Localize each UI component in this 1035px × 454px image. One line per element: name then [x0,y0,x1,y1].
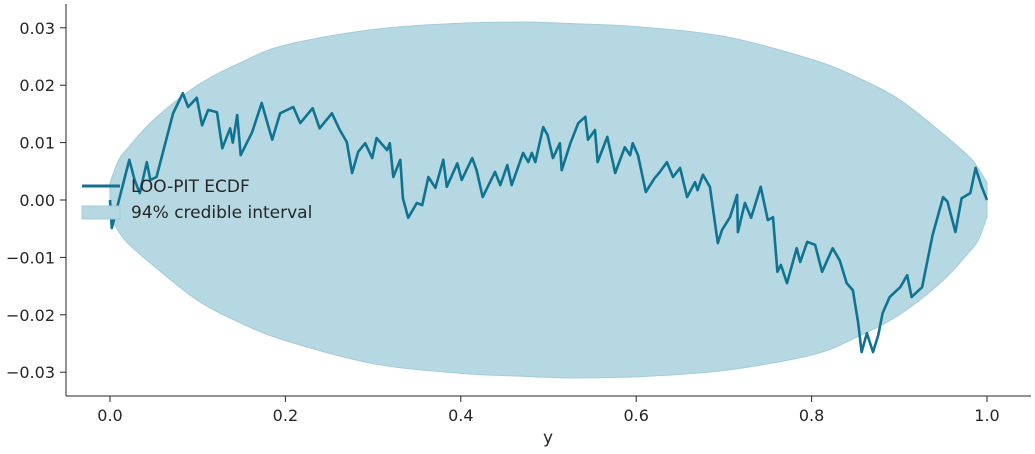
y-axis-ticks: 0.03 0.02 0.01 0.00 −0.01 −0.02 −0.03 [6,19,66,382]
credible-interval-band [109,21,988,379]
y-tick-label: −0.03 [6,363,55,382]
legend: LOO-PIT ECDF 94% credible interval [81,177,312,223]
credible-interval-band-layer [109,21,988,379]
y-tick-label: 0.01 [19,134,55,153]
x-axis-ticks: 0.0 0.2 0.4 0.6 0.8 1.0 [97,396,1000,425]
x-tick-label: 1.0 [974,406,999,425]
ecdf-series-line [108,91,989,354]
x-tick-label: 0.2 [273,406,298,425]
y-tick-label: −0.02 [6,306,55,325]
x-tick-label: 0.4 [448,406,473,425]
y-tick-label: −0.01 [6,248,55,267]
y-tick-label: 0.00 [19,191,55,210]
x-axis-label: y [543,428,553,448]
y-tick-label: 0.03 [19,19,55,38]
x-tick-label: 0.0 [97,406,122,425]
legend-label-interval: 94% credible interval [131,203,312,223]
x-tick-label: 0.6 [623,406,648,425]
y-tick-label: 0.02 [19,76,55,95]
x-tick-label: 0.8 [799,406,824,425]
ecdf-line-layer [108,91,989,354]
legend-label-ecdf: LOO-PIT ECDF [131,177,250,197]
legend-band-swatch [81,205,121,220]
